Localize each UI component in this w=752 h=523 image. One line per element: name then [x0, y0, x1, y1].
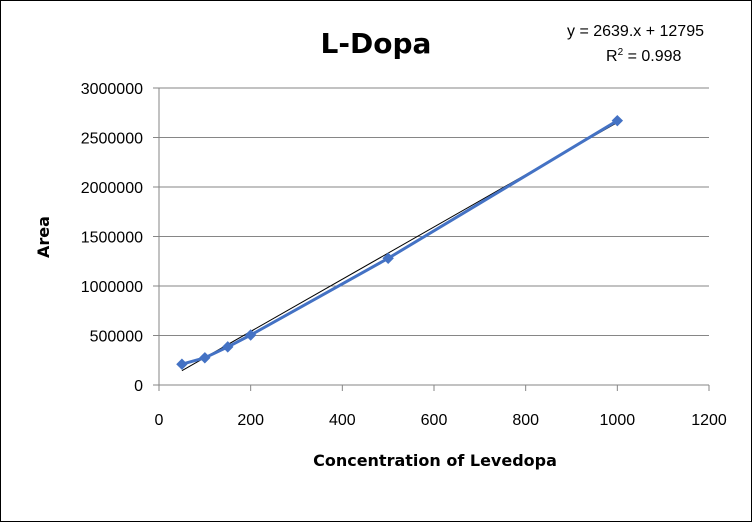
r-squared-prefix: R — [606, 48, 618, 65]
x-tick-label: 0 — [155, 412, 164, 429]
y-tick-label: 0 — [134, 378, 143, 395]
y-tick-label: 3000000 — [81, 81, 143, 98]
x-tick-label: 1000 — [600, 412, 636, 429]
data-point-marker — [611, 114, 624, 127]
axes — [153, 87, 710, 391]
r-squared-value: = 0.998 — [623, 48, 681, 65]
trendline-r-squared: R2 = 0.998 — [606, 47, 682, 65]
y-tick-label: 1500000 — [81, 230, 143, 247]
x-tick-labels: 0 200 400 600 800 1000 1200 — [155, 412, 727, 429]
series-layer — [176, 114, 624, 370]
trendline-equation: y = 2639.x + 12795 — [567, 23, 704, 40]
y-tick-label: 2500000 — [81, 131, 143, 148]
y-tick-label: 2000000 — [81, 180, 143, 197]
y-tick-label: 500000 — [90, 329, 143, 346]
x-tick-label: 200 — [237, 412, 264, 429]
chart-title: L-Dopa — [321, 27, 432, 60]
x-tick-label: 800 — [512, 412, 539, 429]
data-point-marker — [222, 341, 234, 353]
r-squared-superscript: 2 — [618, 47, 624, 58]
y-axis-title: Area — [34, 216, 53, 258]
x-tick-label: 600 — [421, 412, 448, 429]
y-tick-label: 1000000 — [81, 279, 143, 296]
x-tick-label: 1200 — [691, 412, 727, 429]
data-point-marker — [382, 252, 394, 264]
data-point-marker — [199, 352, 211, 364]
y-tick-labels: 0 500000 1000000 1500000 2000000 2500000 30000… — [81, 81, 143, 395]
series-line — [181, 119, 619, 366]
data-point-marker — [176, 358, 188, 370]
x-axis-title: Concentration of Levedopa — [313, 451, 557, 470]
data-point-marker — [244, 329, 257, 341]
grid-lines — [159, 87, 709, 336]
x-tick-label: 400 — [329, 412, 356, 429]
